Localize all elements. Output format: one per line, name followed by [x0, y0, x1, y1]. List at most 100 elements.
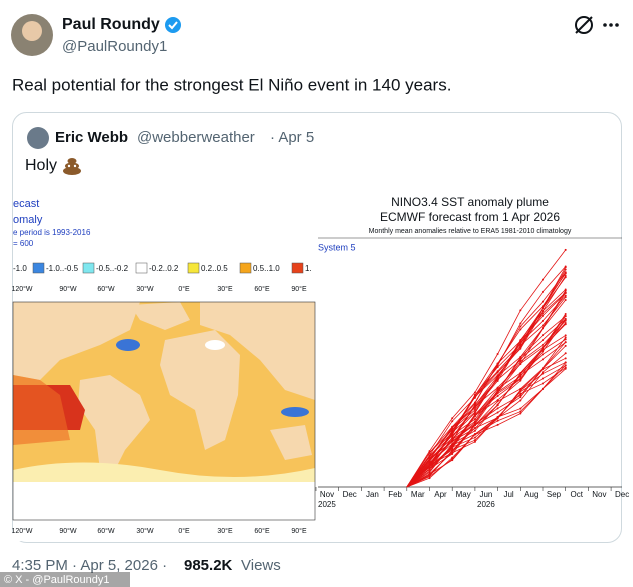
plume-dot — [451, 459, 454, 462]
plume-dot — [473, 408, 476, 411]
plume-dot — [542, 387, 544, 390]
legend-label: -0.2..0.2 — [149, 264, 179, 273]
plume-dot — [496, 364, 499, 367]
legend-swatch — [239, 262, 252, 274]
legend-label: 1. — [305, 264, 312, 273]
month-label: Aug — [524, 490, 538, 499]
quote-author-handle: @webberweather — [137, 129, 255, 146]
plume-dot — [519, 362, 522, 365]
lon-label: 90°E — [291, 285, 307, 293]
plume-dot — [473, 420, 476, 423]
plume-dot — [473, 396, 476, 399]
plume-dot — [519, 375, 522, 378]
plume-dot — [451, 452, 454, 455]
lon-label: 90°W — [59, 285, 77, 293]
plume-dot — [542, 382, 544, 385]
plume-member — [406, 313, 567, 488]
map-land — [78, 375, 150, 480]
plume-member — [406, 289, 566, 488]
legend-label: -1.0 — [13, 264, 27, 273]
plume-dot — [542, 347, 544, 350]
plume-dot — [496, 419, 499, 422]
more-icon[interactable] — [603, 23, 619, 27]
quote-text: Holy — [25, 157, 57, 174]
plume-dot — [542, 377, 544, 380]
plume-dot — [542, 371, 544, 374]
plume-dot — [519, 347, 522, 350]
plume-dot — [542, 310, 544, 313]
plume-dot — [542, 312, 544, 315]
plume-dot — [564, 268, 567, 271]
lon-label: 120°W — [11, 527, 32, 535]
plume-dot — [542, 343, 544, 346]
plume-dot — [564, 299, 567, 302]
plume-dot — [451, 438, 454, 441]
map-cold-anomaly — [281, 407, 309, 417]
plume-dot — [519, 372, 522, 375]
plume-dot — [428, 458, 431, 461]
anomaly-map — [12, 185, 316, 541]
year-label: 2026 — [477, 500, 495, 509]
map-frame — [12, 301, 316, 521]
plume-dot — [519, 322, 522, 325]
plume-dot — [496, 371, 499, 374]
plume-system: System 5 — [318, 242, 356, 252]
plume-dot — [473, 429, 476, 432]
plume-chart: NINO3.4 SST anomaly plume ECMWF forecast… — [315, 195, 629, 509]
plume-dot — [564, 357, 567, 360]
plume-dot — [519, 377, 522, 380]
author-handle[interactable]: @PaulRoundy1 — [62, 38, 167, 55]
plume-dot — [542, 319, 544, 322]
plume-dot — [564, 271, 567, 274]
map-warm-anomaly — [13, 375, 70, 445]
month-label: Nov — [320, 490, 334, 499]
month-label: Feb — [388, 490, 402, 499]
plume-dot — [542, 278, 544, 281]
plume-dot — [473, 406, 476, 409]
legend-label: -1.0..-0.5 — [46, 264, 79, 273]
plume-dot — [496, 394, 499, 397]
plume-dot — [542, 368, 544, 371]
plume-dot — [496, 417, 499, 420]
plume-dot — [564, 364, 567, 367]
plume-dot — [564, 361, 567, 364]
plume-dot — [473, 414, 476, 417]
plume-dot — [473, 391, 476, 394]
lon-label: 30°W — [136, 527, 154, 535]
plume-member — [406, 292, 566, 488]
plume-dot — [564, 323, 567, 326]
lon-label: 30°W — [136, 285, 154, 293]
plume-member — [406, 337, 567, 488]
plume-dot — [451, 433, 454, 436]
plume-dot — [564, 341, 567, 344]
quote-author-name: Eric Webb — [55, 129, 128, 146]
plume-dot — [564, 294, 567, 297]
plume-dot — [519, 341, 522, 344]
plume-dot — [542, 290, 544, 293]
lon-label: 60°E — [254, 285, 270, 293]
month-label: May — [456, 490, 471, 499]
author-name[interactable]: Paul Roundy — [62, 16, 160, 33]
plume-member — [406, 362, 566, 488]
month-label: Oct — [570, 490, 583, 499]
plume-dot — [451, 420, 454, 423]
plume-dot — [564, 318, 567, 321]
plume-dot — [519, 379, 522, 382]
plume-dot — [564, 313, 567, 316]
plume-dot — [519, 407, 522, 410]
legend-swatch — [187, 262, 200, 274]
map-cold-anomaly — [116, 339, 140, 351]
plume-dot — [496, 392, 499, 395]
plume-dot — [496, 411, 499, 414]
quote-avatar — [27, 127, 49, 149]
footer-views-label: Views — [241, 557, 281, 574]
year-label: 2025 — [318, 500, 336, 509]
grok-icon[interactable] — [575, 16, 593, 34]
map-neutral — [13, 480, 315, 520]
plume-member — [406, 364, 566, 488]
month-label: Mar — [411, 490, 425, 499]
plume-dot — [519, 339, 522, 342]
tweet-text: Real potential for the strongest El Niño… — [12, 75, 451, 94]
plume-dot — [473, 440, 476, 443]
plume-dot — [564, 289, 567, 292]
